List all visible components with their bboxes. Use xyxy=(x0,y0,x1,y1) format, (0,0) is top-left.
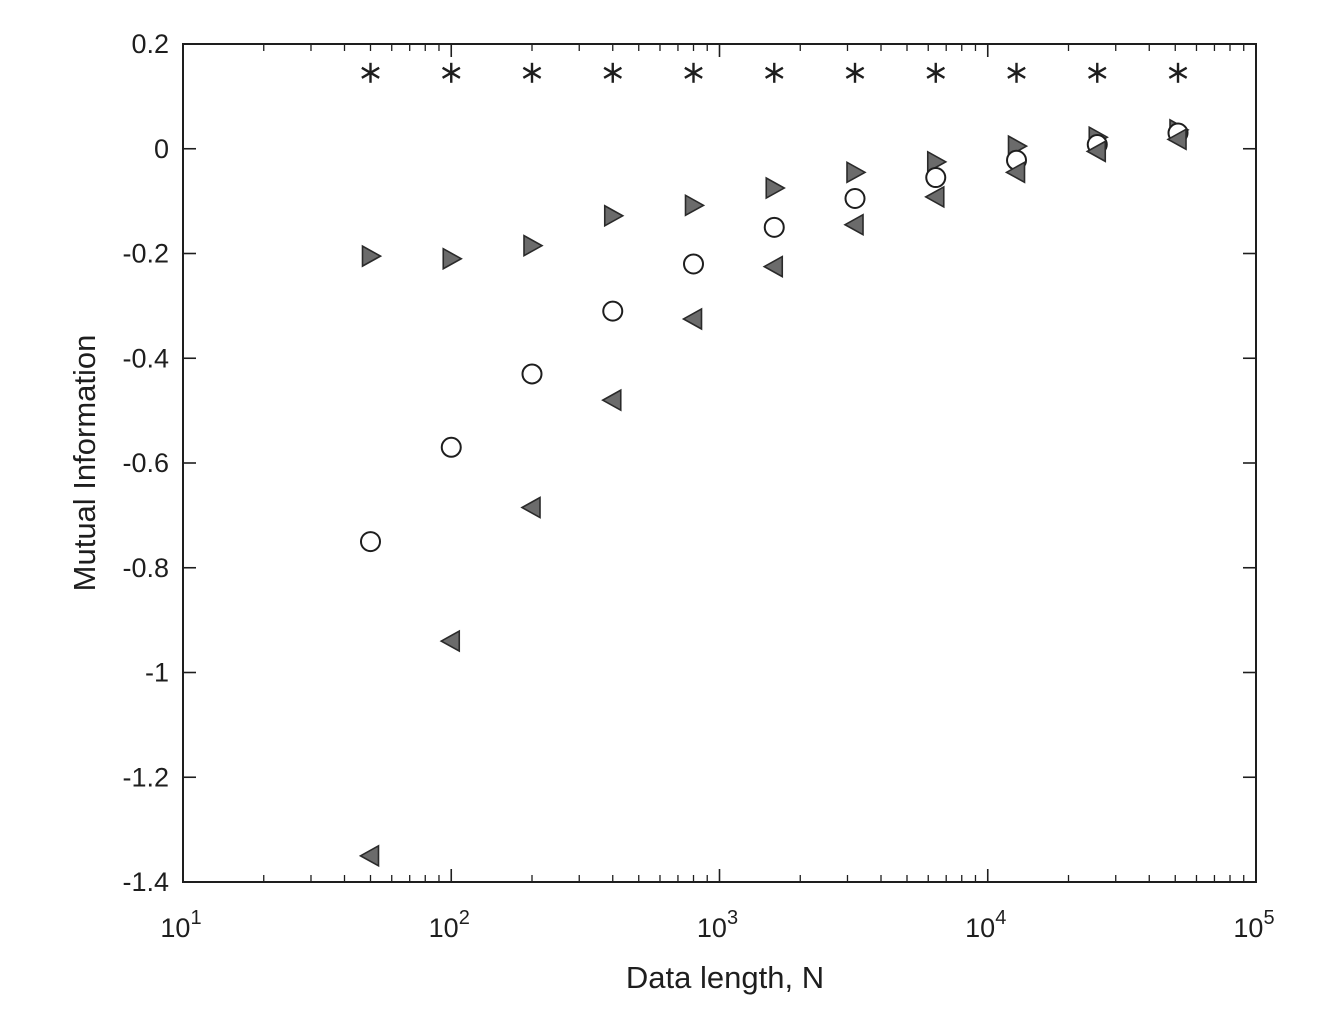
triangle-right-point xyxy=(361,244,383,268)
asterisk-stroke xyxy=(764,66,784,79)
y-tick-label: -0.2 xyxy=(122,239,169,269)
triangle-left-point xyxy=(843,213,864,237)
asterisk-stroke xyxy=(1007,66,1026,79)
y-tick-label: 0 xyxy=(154,134,169,164)
triangle-right-point xyxy=(523,234,544,258)
y-tick-labels: 0.2 0 -0.2 -0.4 -0.6 -0.8 -1 -1.2 -1.4 xyxy=(122,29,169,897)
asterisk-point xyxy=(603,62,623,83)
x-tick-label: 101 xyxy=(160,907,201,943)
triangle-left-point xyxy=(924,185,945,209)
triangle-left-point xyxy=(762,255,784,278)
x-tick-label: 104 xyxy=(965,907,1006,943)
asterisk-point xyxy=(764,62,784,83)
circle-point xyxy=(602,300,624,322)
series-asterisk xyxy=(361,62,1188,83)
major-ticks xyxy=(182,43,1257,883)
circle-point xyxy=(521,363,543,385)
series-triangle-left xyxy=(358,127,1187,868)
asterisk-point xyxy=(441,62,461,83)
triangle-right-point xyxy=(765,176,786,200)
triangle-right-point xyxy=(442,247,463,271)
x-tick-labels: 101 102 103 104 105 xyxy=(160,907,1274,943)
circle-point xyxy=(844,188,866,210)
triangle-right-point xyxy=(684,193,706,217)
plot-frame xyxy=(182,43,1257,883)
triangle-left-point xyxy=(1004,160,1026,184)
asterisk-point xyxy=(1007,62,1026,83)
asterisk-stroke xyxy=(361,66,380,79)
triangle-left-point xyxy=(520,496,541,519)
series-triangle-right xyxy=(361,118,1190,271)
triangle-left-point xyxy=(358,844,380,868)
y-tick-label: -0.8 xyxy=(122,553,169,583)
circle-point xyxy=(683,253,705,275)
asterisk-stroke xyxy=(522,66,542,79)
triangle-right-point xyxy=(603,204,625,228)
asterisk-stroke xyxy=(1168,66,1188,79)
minor-ticks xyxy=(263,44,1245,882)
asterisk-point xyxy=(1088,62,1107,83)
asterisk-stroke xyxy=(845,66,865,79)
y-tick-label: -0.4 xyxy=(122,343,169,373)
circle-point xyxy=(359,531,381,553)
asterisk-stroke xyxy=(603,66,623,79)
asterisk-stroke xyxy=(684,66,703,79)
asterisk-point xyxy=(522,62,542,83)
triangle-right-point xyxy=(846,160,867,184)
triangle-left-point xyxy=(1166,127,1187,151)
triangle-left-point xyxy=(681,307,703,331)
asterisk-point xyxy=(361,62,380,83)
x-axis-title: Data length, N xyxy=(626,960,824,995)
asterisk-point xyxy=(684,62,703,83)
x-tick-label: 102 xyxy=(429,907,470,943)
asterisk-point xyxy=(845,62,865,83)
circle-point xyxy=(763,216,785,238)
y-tick-label: -1.4 xyxy=(122,867,169,897)
data-marks xyxy=(358,62,1190,868)
y-tick-label: -0.6 xyxy=(122,448,169,478)
asterisk-point xyxy=(926,62,946,83)
circle-point xyxy=(440,436,462,458)
y-tick-label: -1.2 xyxy=(122,762,169,792)
asterisk-stroke xyxy=(926,66,946,79)
triangle-left-point xyxy=(439,629,461,653)
triangle-left-point xyxy=(1085,140,1107,163)
y-tick-label: 0.2 xyxy=(131,29,169,59)
y-tick-label: -1 xyxy=(145,658,169,688)
asterisk-stroke xyxy=(441,66,461,79)
y-axis-title: Mutual Information xyxy=(67,335,102,592)
triangle-right-point xyxy=(926,150,948,174)
triangle-left-point xyxy=(601,388,622,412)
x-tick-label: 103 xyxy=(697,907,738,943)
circle-point xyxy=(925,167,947,189)
asterisk-point xyxy=(1168,62,1188,83)
x-tick-label: 105 xyxy=(1233,907,1274,943)
asterisk-stroke xyxy=(1088,66,1107,79)
